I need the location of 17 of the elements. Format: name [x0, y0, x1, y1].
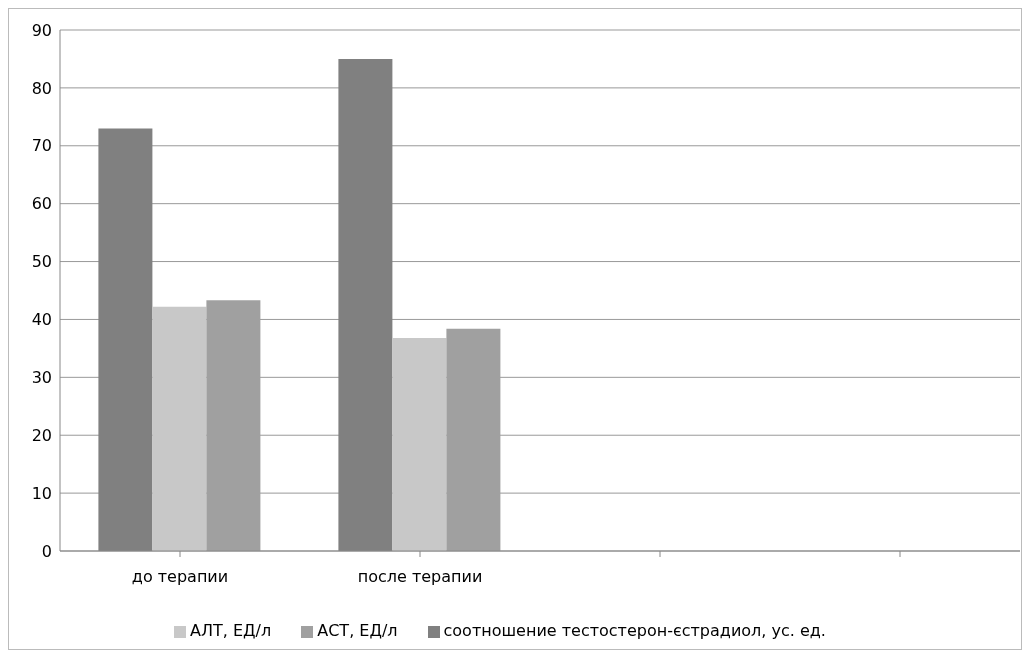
y-tick-label: 70	[31, 136, 52, 156]
x-tick-label: после терапии	[357, 567, 483, 587]
legend-label: АСТ, ЕД/л	[317, 621, 398, 640]
x-tick-label: до терапии	[131, 567, 229, 587]
legend-label: соотношение тестостерон-єстрадиол, ус. ед.	[443, 621, 826, 640]
y-tick-label: 90	[31, 20, 52, 40]
y-tick-label: 50	[31, 252, 52, 272]
legend-label: АЛТ, ЕД/л	[190, 621, 272, 640]
y-tick-label: 30	[31, 368, 52, 388]
y-tick-label: 10	[31, 483, 52, 503]
bar	[152, 306, 207, 551]
y-tick-label: 80	[31, 78, 52, 98]
y-tick-label: 20	[31, 425, 52, 445]
y-tick-label: 0	[41, 541, 52, 561]
y-tick-label: 60	[31, 194, 52, 214]
y-tick-label: 40	[31, 310, 52, 330]
bar	[392, 337, 447, 551]
